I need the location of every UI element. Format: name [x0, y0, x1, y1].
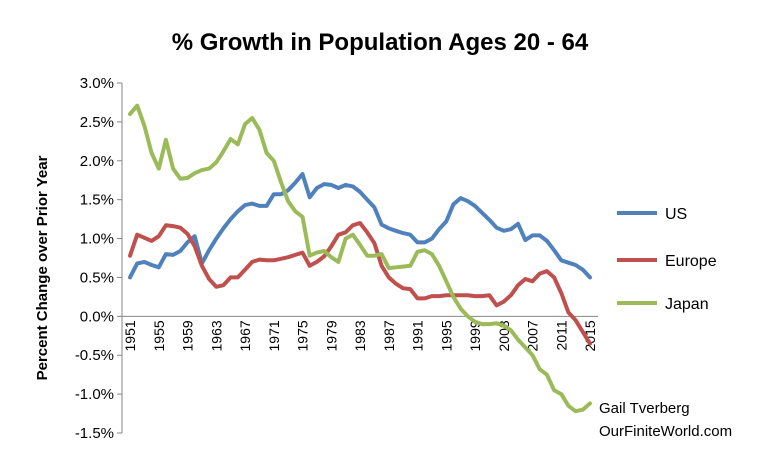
- chart-title: % Growth in Population Ages 20 - 64: [172, 29, 589, 56]
- y-axis-ticks: 3.0% 2.5% 2.0% 1.5% 1.0% 0.5% 0.0% -0.5% -1.0% -1…: [75, 75, 122, 442]
- y-axis-label: Percent Change over Prior Year: [34, 155, 51, 380]
- legend: US Europe Japan: [617, 206, 717, 313]
- x-tick-label: 1971: [266, 320, 282, 351]
- x-tick-label: 1991: [410, 320, 426, 351]
- series-line-europe: [128, 221, 592, 346]
- y-tick-label: 2.0%: [80, 153, 114, 170]
- x-tick-label: 1983: [352, 320, 368, 351]
- x-tick-label: 1955: [151, 320, 167, 351]
- y-tick-label: -1.0%: [75, 386, 114, 403]
- x-tick-label: 1999: [467, 320, 483, 351]
- x-tick-label: 1975: [295, 320, 311, 351]
- y-tick-label: 1.0%: [80, 231, 114, 248]
- legend-label-japan: Japan: [665, 296, 709, 313]
- x-tick-label: 1959: [180, 320, 196, 351]
- credit-author: Gail Tverberg: [599, 400, 690, 417]
- series-line-us: [128, 172, 592, 280]
- x-tick-label: 1987: [381, 320, 397, 351]
- x-tick-label: 1963: [208, 320, 224, 351]
- x-tick-label: 1979: [323, 320, 339, 351]
- y-tick-label: -1.5%: [75, 425, 114, 442]
- y-tick-label: 2.5%: [80, 114, 114, 131]
- x-tick-label: 2007: [525, 320, 541, 351]
- x-tick-label: 1967: [237, 320, 253, 351]
- x-axis-ticks: 1951 1955 1959 1963 1967 1971 1975 1979 1983 1987…: [122, 320, 598, 351]
- x-tick-label: 2011: [553, 320, 569, 350]
- x-tick-label: 1951: [122, 320, 138, 351]
- y-tick-label: 3.0%: [80, 75, 114, 92]
- credit-site: OurFiniteWorld.com: [599, 423, 732, 440]
- legend-label-europe: Europe: [665, 253, 717, 270]
- x-tick-label: 1995: [438, 320, 454, 351]
- legend-label-us: US: [665, 206, 687, 223]
- y-tick-label: -0.5%: [75, 347, 114, 364]
- y-tick-label: 0.0%: [80, 308, 114, 325]
- y-tick-label: 1.5%: [80, 192, 114, 209]
- series-lines: [128, 103, 592, 414]
- series-line-japan: [128, 103, 592, 414]
- x-tick-label: 2015: [582, 320, 598, 351]
- y-tick-label: 0.5%: [80, 269, 114, 286]
